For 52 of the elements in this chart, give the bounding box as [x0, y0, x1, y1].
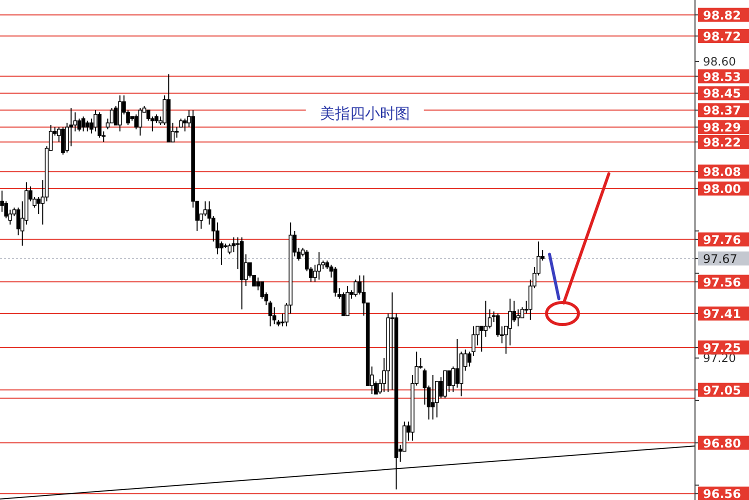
- candlestick: [354, 279, 358, 298]
- candlestick: [110, 108, 114, 124]
- candlestick: [134, 114, 138, 130]
- candlestick: [268, 300, 272, 327]
- candlestick: [98, 112, 102, 138]
- candlestick: [508, 298, 512, 346]
- ref-line-label: 96.80: [703, 436, 741, 450]
- candlestick: [81, 116, 86, 132]
- ref-line-label: 97.76: [703, 232, 741, 247]
- candlestick: [520, 306, 524, 318]
- ref-line-label: 97.25: [703, 340, 741, 355]
- text: 美指四小时图: [320, 104, 410, 122]
- ref-line-label: 97.05: [703, 383, 741, 398]
- candlestick: [317, 252, 321, 280]
- candlestick: [118, 94, 122, 132]
- candlestick: [146, 110, 150, 122]
- candlestick: [455, 338, 460, 388]
- candlestick: [61, 126, 65, 156]
- ref-line-label: 98.29: [703, 120, 741, 135]
- ref-line-label: 96.56: [703, 487, 741, 500]
- candlestick: [333, 266, 338, 298]
- ref-line-label: 98.00: [703, 182, 741, 196]
- candlestick: [36, 196, 41, 214]
- candlestick: [94, 110, 98, 132]
- candlestick: [430, 374, 435, 420]
- candlestick: [480, 326, 484, 352]
- candlestick: [346, 286, 350, 316]
- candlestick: [422, 368, 427, 406]
- ref-line-label: 97.41: [703, 307, 741, 322]
- candlestick: [16, 207, 20, 236]
- ref-line-label: 98.45: [703, 86, 741, 101]
- candlestick: [484, 300, 488, 338]
- candlestick: [114, 105, 118, 126]
- candlestick: [232, 236, 236, 253]
- ref-line-label: 98.22: [703, 135, 741, 150]
- ref-line-label: 98.37: [703, 104, 741, 118]
- ref-line-label: 98.82: [703, 8, 741, 22]
- candlestick: [203, 200, 208, 217]
- ref-line-label: 97.56: [703, 275, 741, 290]
- candlestick: [73, 112, 78, 132]
- ref-line-label: 98.08: [703, 165, 741, 180]
- ref-line-label: 97.67: [703, 252, 738, 266]
- candlestick: [77, 118, 82, 132]
- candlestick: [183, 118, 187, 132]
- candlestick: [85, 120, 90, 132]
- candlestick: [138, 108, 142, 136]
- ref-line-label: 98.53: [703, 70, 741, 84]
- y-tick-label: 98.60: [703, 54, 736, 68]
- candlestick: [447, 370, 452, 392]
- ref-line-label: 98.72: [703, 30, 741, 44]
- candlestick: [342, 292, 346, 316]
- candlestick: [488, 308, 492, 329]
